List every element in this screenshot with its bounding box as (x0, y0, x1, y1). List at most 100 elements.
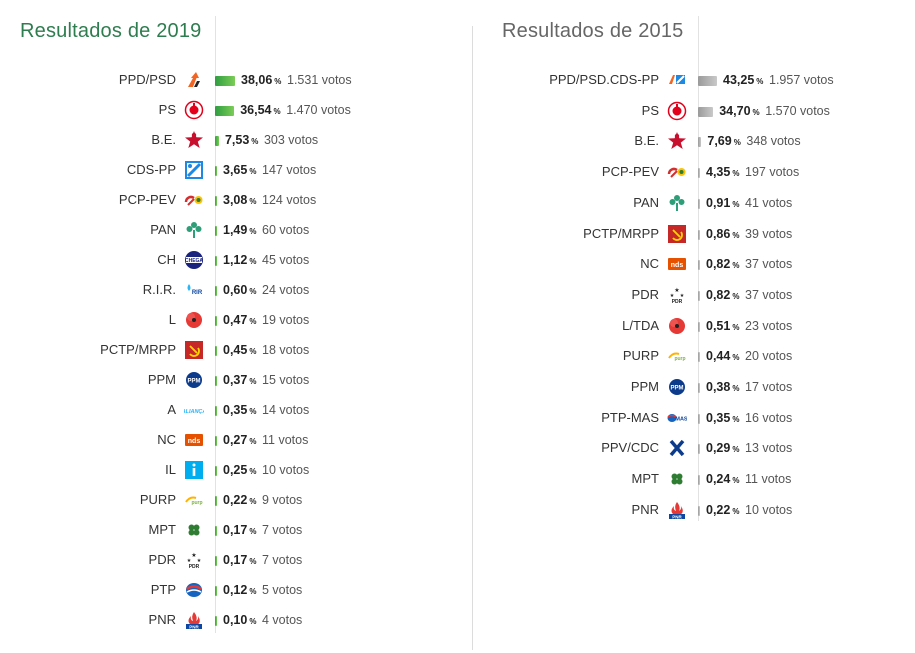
cdu-logo-icon (184, 190, 204, 210)
ptp-mas-logo-icon: MAS (667, 408, 688, 428)
percent-sign: % (733, 138, 741, 148)
svg-text:nds: nds (188, 438, 201, 445)
bar (215, 586, 217, 596)
bar (215, 76, 235, 86)
party-label: IL (165, 462, 176, 477)
bar-row: L 0,47% 19 votos (0, 309, 470, 331)
il-logo-icon (184, 460, 204, 480)
bar (215, 346, 217, 356)
party-label: PCP-PEV (118, 192, 176, 207)
mpt-clover-icon (667, 469, 687, 489)
percent-sign: % (249, 287, 257, 296)
svg-text:nds: nds (671, 262, 684, 269)
votes-label: 197 votos (745, 165, 800, 180)
votes-label: 39 votos (745, 226, 793, 241)
party-label: PPM (147, 372, 176, 387)
bar (215, 496, 217, 506)
bar (698, 168, 700, 179)
ptp-logo-icon (184, 580, 204, 600)
percent-label: 0,35% (223, 403, 257, 417)
ppm-logo-icon: PPM (184, 370, 204, 390)
bar-row: PPM PPM 0,37% 15 votos (0, 369, 470, 391)
party-label: PPD/PSD.CDS-PP (549, 72, 659, 87)
percent-sign: % (732, 199, 740, 209)
percent-sign: % (249, 467, 257, 476)
alianca-logo-icon: ALIANÇA (181, 400, 207, 420)
svg-text:★: ★ (191, 552, 196, 559)
bar-row: PS 34,70% 1.570 votos (478, 100, 915, 122)
bar-row: PS 36,54% 1.470 votos (0, 99, 470, 121)
svg-text:★: ★ (680, 293, 685, 299)
svg-text:★: ★ (670, 293, 675, 299)
bar-row: PDR ★ ★ ★ PDR 0,17% 7 votos (0, 549, 470, 571)
percent-sign: % (249, 257, 257, 266)
bar (698, 290, 700, 301)
pdr-stars-icon: ★ ★ ★ PDR (184, 550, 204, 570)
percent-label: 0,44% (706, 349, 740, 364)
party-label: PS (641, 102, 659, 118)
bar-row: PPV/CDC 0,29% 13 votos (478, 437, 915, 459)
party-label: CH (157, 252, 176, 267)
percent-label: 34,70% (719, 103, 760, 118)
percent-sign: % (732, 322, 740, 332)
votes-label: 37 votos (745, 257, 793, 272)
percent-sign: % (732, 261, 740, 271)
svg-text:PDR: PDR (672, 299, 683, 305)
ppm-logo-icon: PPM (667, 377, 687, 397)
votes-label: 124 votos (262, 193, 317, 207)
bar (698, 444, 700, 455)
party-label: PPM (630, 379, 659, 394)
bar-row: PTP 0,12% 5 votos (0, 579, 470, 601)
party-label: PNR (631, 501, 659, 517)
party-label: B.E. (151, 132, 176, 147)
bar (215, 406, 217, 416)
bar (698, 352, 700, 363)
svg-text:purp: purp (191, 500, 202, 506)
party-label: PS (158, 102, 176, 117)
percent-label: 0,25% (223, 463, 257, 477)
party-label: PURP (622, 348, 659, 364)
percent-label: 43,25% (723, 73, 764, 87)
percent-sign: % (732, 230, 740, 240)
percent-sign: % (249, 407, 257, 416)
bar (215, 136, 219, 146)
nds-logo-icon: nds (667, 254, 687, 274)
livre-poppy-icon (184, 310, 204, 330)
votes-label: 1.570 votos (765, 103, 830, 118)
votes-label: 4 votos (262, 613, 303, 627)
votes-label: 10 votos (745, 502, 793, 517)
psd-logo-icon (184, 70, 204, 90)
svg-text:ALIANÇA: ALIANÇA (184, 409, 204, 415)
results-2019-panel: Resultados de 2019 PPD/PSD 38,06% 1.531 vo… (0, 16, 470, 633)
party-label: PTP-MAS (601, 409, 659, 425)
percent-label: 7,53% (224, 133, 259, 147)
party-label: PAN (150, 222, 176, 237)
votes-label: 14 votos (262, 403, 310, 417)
percent-sign: % (752, 107, 760, 117)
livre-poppy-icon (667, 316, 687, 336)
bar (698, 76, 717, 86)
party-label: PCTP/MRPP (100, 342, 176, 357)
mrpp-hammer-sickle-icon (184, 340, 204, 360)
votes-label: 10 votos (262, 463, 310, 477)
votes-label: 147 votos (262, 163, 317, 177)
percent-label: 0,37% (223, 373, 257, 387)
bar (215, 556, 217, 566)
votes-label: 5 votos (262, 583, 303, 597)
votes-label: 45 votos (262, 253, 310, 267)
percent-sign: % (732, 353, 740, 363)
percent-sign: % (249, 197, 257, 206)
svg-text:PPM: PPM (187, 379, 200, 385)
rir-logo-icon: RIR (184, 280, 204, 300)
bar-row: PPD/PSD 38,06% 1.531 votos (0, 69, 470, 91)
bar (698, 475, 700, 486)
percent-label: 0,35% (706, 410, 740, 425)
percent-label: 0,82% (706, 257, 740, 272)
bar (215, 466, 217, 476)
votes-label: 60 votos (262, 223, 310, 237)
bar (215, 526, 217, 536)
ppv-logo-icon (667, 438, 687, 458)
bar-row: PCP-PEV 4,35% 197 votos (478, 161, 915, 183)
bar (698, 198, 700, 209)
percent-label: 0,82% (706, 287, 740, 302)
